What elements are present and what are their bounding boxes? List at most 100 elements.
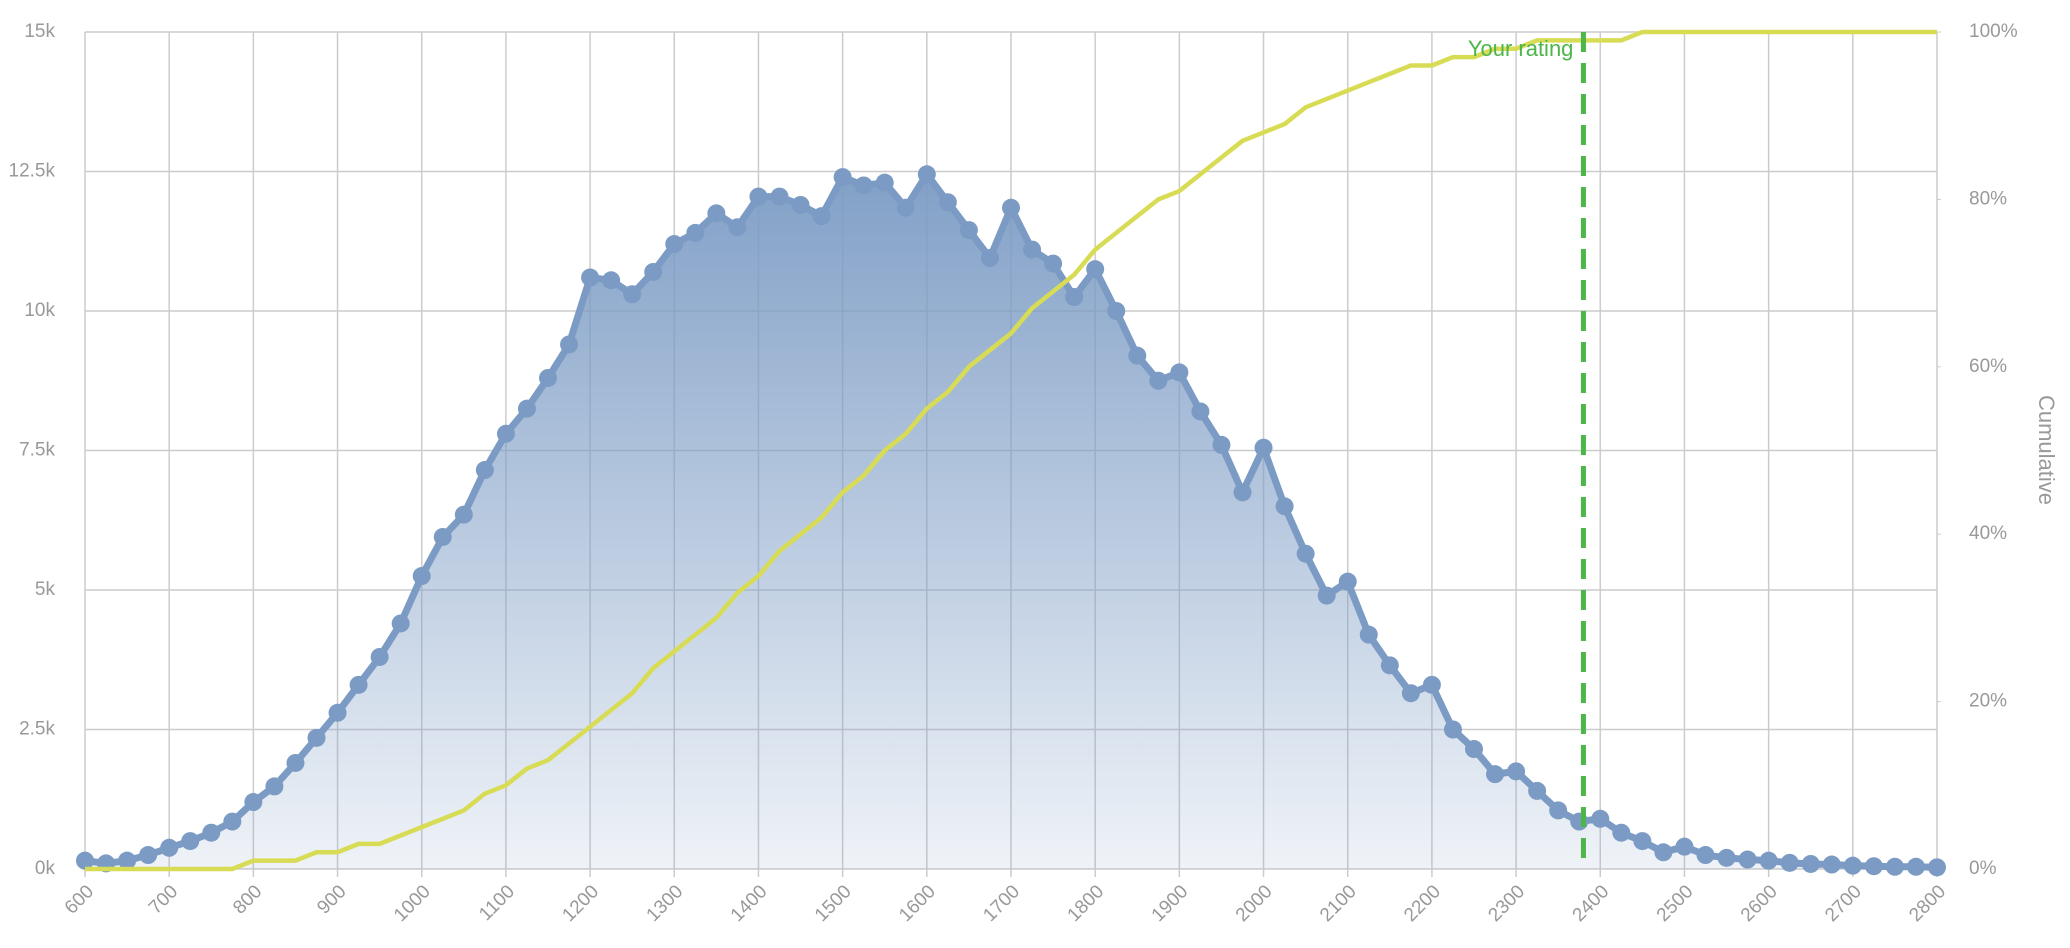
- point: [1612, 823, 1631, 842]
- x-tick-label: 1200: [558, 881, 603, 926]
- point: [644, 262, 663, 281]
- point: [581, 268, 600, 287]
- point: [118, 851, 137, 870]
- point: [1044, 254, 1063, 273]
- point: [1359, 625, 1378, 644]
- point: [1191, 402, 1210, 421]
- point: [202, 823, 221, 842]
- point: [1317, 586, 1336, 605]
- point: [370, 647, 389, 666]
- point: [686, 223, 705, 242]
- point: [1065, 288, 1084, 307]
- x-tick-label: 1300: [643, 881, 688, 926]
- x-tick-label: 1400: [727, 881, 772, 926]
- point: [1654, 843, 1673, 862]
- point: [1822, 855, 1841, 874]
- y2-tick-label: 100%: [1969, 21, 2018, 42]
- x-tick-label: 1900: [1148, 881, 1193, 926]
- point: [1212, 435, 1231, 454]
- point: [854, 176, 873, 195]
- x-tick-label: 2600: [1737, 881, 1782, 926]
- cumulative-line: [85, 29, 1937, 872]
- y-tick-label: 2.5k: [19, 719, 55, 740]
- point: [875, 173, 894, 192]
- point: [1170, 363, 1189, 382]
- y2-axis-title: Cumulative: [2034, 395, 2059, 505]
- point: [160, 838, 179, 857]
- point: [812, 207, 831, 226]
- x-tick-label: 2700: [1821, 881, 1866, 926]
- point: [1675, 837, 1694, 856]
- point: [959, 221, 978, 240]
- point: [223, 812, 242, 831]
- point: [791, 195, 810, 214]
- point: [1023, 240, 1042, 259]
- point: [728, 218, 747, 237]
- x-tick-label: 1800: [1064, 881, 1109, 926]
- y-tick-label: 0k: [35, 858, 56, 879]
- point: [770, 187, 789, 206]
- point: [1380, 656, 1399, 675]
- point: [496, 424, 515, 443]
- point: [1486, 765, 1505, 784]
- point: [265, 777, 284, 796]
- y-tick-label: 10k: [24, 300, 55, 321]
- point: [938, 193, 957, 212]
- x-tick-label: 2800: [1905, 881, 1950, 926]
- x-tick-label: 700: [145, 881, 182, 918]
- point: [517, 399, 536, 418]
- x-tick-label: 2100: [1316, 881, 1361, 926]
- point: [539, 368, 557, 387]
- point: [1928, 858, 1946, 877]
- point: [391, 614, 410, 633]
- point: [1843, 856, 1862, 875]
- x-tick-label: 1100: [475, 881, 519, 925]
- point: [1233, 483, 1252, 502]
- point: [454, 505, 473, 524]
- x-tick-label: 1700: [979, 881, 1024, 926]
- point: [475, 461, 494, 480]
- point: [1885, 857, 1904, 876]
- point: [1864, 857, 1883, 876]
- point: [1717, 848, 1736, 867]
- point: [1086, 260, 1105, 279]
- x-tick-label: 600: [61, 881, 98, 918]
- rating-label: Your rating: [1468, 36, 1574, 61]
- point: [833, 168, 852, 187]
- point: [1443, 720, 1462, 739]
- point: [181, 832, 200, 851]
- point: [896, 198, 915, 217]
- point: [1528, 781, 1547, 800]
- x-tick-label: 1000: [390, 881, 435, 926]
- y2-tick-label: 20%: [1969, 691, 2007, 712]
- point: [307, 728, 326, 747]
- point: [433, 527, 452, 546]
- point: [560, 335, 579, 354]
- point: [707, 204, 726, 223]
- point: [623, 285, 642, 304]
- y-tick-label: 12.5k: [9, 161, 56, 182]
- point: [749, 187, 768, 206]
- point: [1296, 544, 1315, 563]
- point: [917, 165, 936, 184]
- point: [1002, 198, 1020, 217]
- point: [1591, 809, 1610, 828]
- point: [1780, 853, 1799, 872]
- point: [1275, 497, 1294, 516]
- x-tick-label: 2300: [1484, 881, 1529, 926]
- x-tick-label: 1500: [811, 881, 856, 926]
- point: [1149, 371, 1168, 390]
- point: [1401, 684, 1420, 703]
- point: [1906, 857, 1925, 876]
- point: [1338, 572, 1357, 591]
- x-tick-label: 800: [229, 881, 266, 918]
- point: [76, 851, 94, 870]
- point: [1759, 851, 1778, 870]
- point: [1254, 438, 1273, 457]
- x-tick-label: 900: [313, 881, 350, 918]
- x-tick-label: 1600: [895, 881, 940, 926]
- point: [244, 793, 263, 812]
- x-tick-label: 2500: [1653, 881, 1698, 926]
- point: [1128, 346, 1147, 365]
